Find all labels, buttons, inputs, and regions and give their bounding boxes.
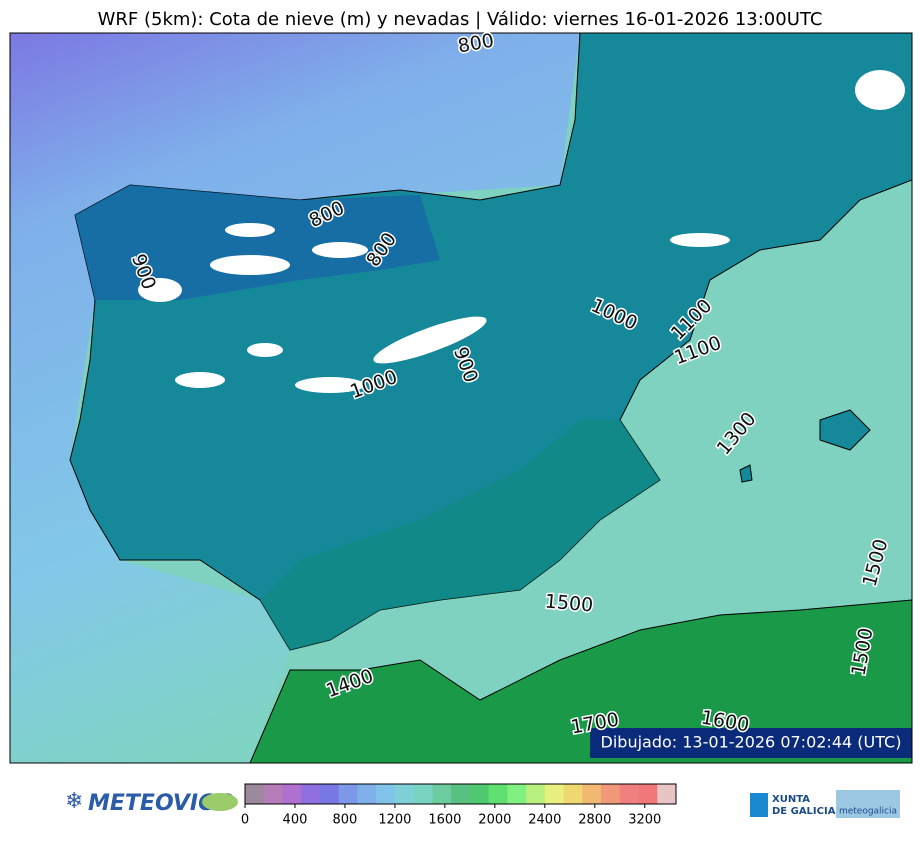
colorbar-tick-label: 2400 [528, 813, 561, 828]
colorbar-segment [563, 784, 583, 804]
colorbar-tick-label: 0 [241, 813, 249, 828]
title: WRF (5km): Cota de nieve (m) y nevadas |… [98, 9, 823, 30]
africa [249, 599, 912, 763]
atlantic [10, 33, 580, 763]
colorbar-segment [432, 784, 452, 804]
drawn-label: Dibujado: 13-01-2026 07:02:44 (UTC) [601, 733, 902, 752]
colorbar: 0 400 800 1200 1600 2000 2400 2800 3200 [241, 783, 677, 828]
ibiza [739, 464, 753, 483]
colorbar-segment [376, 784, 396, 804]
map: Dibujado: 13-01-2026 07:02:44 (UTC) [10, 33, 912, 763]
colorbar-segment [413, 784, 433, 804]
colorbar-segment [657, 784, 677, 804]
colorbar-segment [282, 784, 302, 804]
drawn-box [590, 728, 912, 758]
contour-label: 1500 [544, 590, 594, 616]
south-region [260, 420, 660, 650]
colorbar-segment [319, 784, 340, 804]
xunta-shield [750, 793, 768, 817]
colorbar-segment [601, 784, 621, 804]
colorbar-segment [619, 784, 640, 804]
colorbar-segment [301, 784, 321, 804]
colorbar-segment [394, 784, 415, 804]
colorbar-segment [526, 784, 546, 804]
colorbar-tick-label: 2000 [478, 813, 511, 828]
colorbar-tick-label: 800 [333, 813, 358, 828]
colorbar-segment [638, 784, 658, 804]
colorbar-segment [544, 784, 565, 804]
colorbar-segment [357, 784, 377, 804]
colorbar-tick-label: 1200 [378, 813, 411, 828]
logo-galicia: DE GALICIA [772, 806, 836, 817]
snow-areas [138, 70, 905, 393]
colorbar-tick-label: 400 [283, 813, 308, 828]
mallorca [819, 409, 871, 451]
colorbar-segment [338, 784, 358, 804]
leaf [202, 793, 238, 811]
colorbar-segment [245, 784, 265, 804]
colorbar-segment [263, 784, 283, 804]
logo-meteogalicia: meteogalicia [839, 807, 897, 817]
colorbar-segment [507, 784, 527, 804]
colorbar-segment [451, 784, 471, 804]
snowflake: ❄ [65, 789, 83, 814]
colorbar-frame [244, 783, 677, 805]
northwest-region [75, 185, 440, 300]
meteogalicia-box [836, 790, 900, 818]
colorbar-tick-label: 1600 [428, 813, 461, 828]
colorbar-tick-label: 3200 [628, 813, 661, 828]
colorbar-segment [488, 784, 508, 804]
logo-xunta: XUNTA [772, 794, 810, 805]
map-frame [9, 32, 913, 764]
colorbar-tick-label: 2800 [578, 813, 611, 828]
colorbar-segment [582, 784, 602, 804]
colorbar-segment [469, 784, 490, 804]
